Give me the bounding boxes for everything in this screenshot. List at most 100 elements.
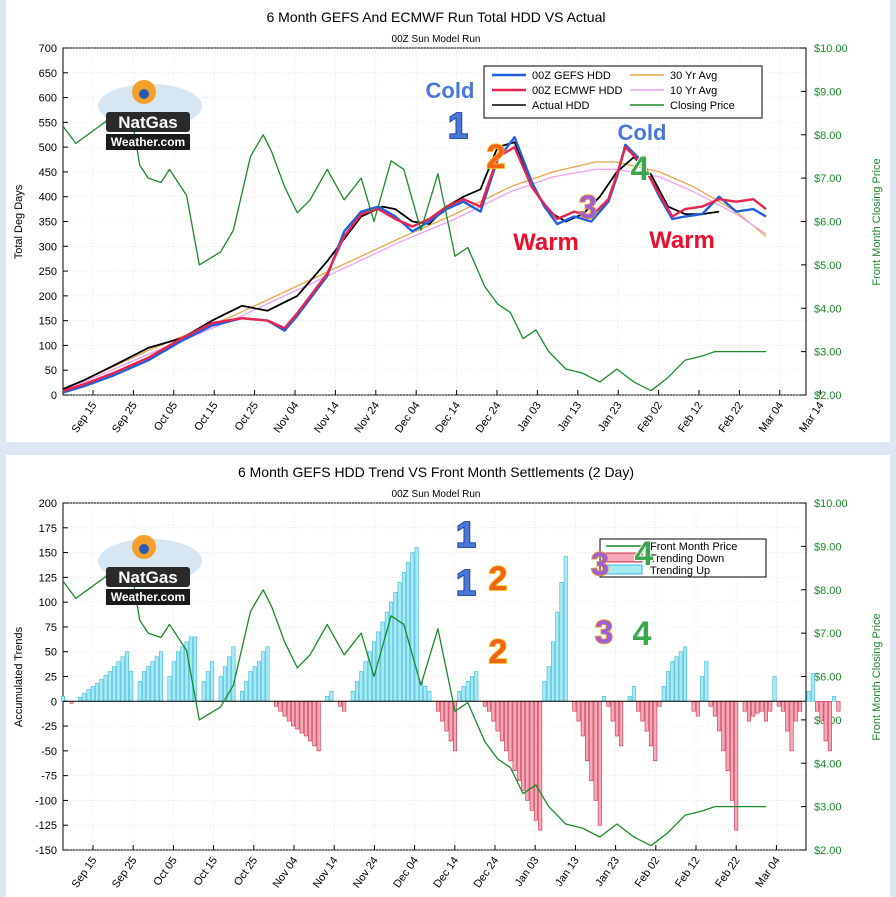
bar-trending-down	[312, 700, 317, 747]
bar-trending-up	[359, 671, 364, 702]
annotation-num4: 4	[635, 535, 654, 573]
y-tick-label: -100	[35, 795, 57, 807]
x-tick-label: Oct 05	[152, 400, 180, 433]
annotation-num4: 4	[633, 615, 652, 653]
x-tick-label: Jan 03	[513, 855, 542, 889]
bar-trending-down	[444, 700, 449, 732]
y-tick-label: 25	[45, 672, 57, 684]
series-price-line	[62, 86, 766, 392]
bar-trending-down	[487, 700, 492, 712]
x-tick-label: Nov 04	[271, 855, 301, 890]
bar-trending-down	[274, 700, 279, 707]
y-tick-label: 350	[39, 217, 57, 229]
bar-trending-up	[137, 681, 142, 702]
x-tick-label: Nov 04	[272, 400, 302, 435]
bar-trending-up	[423, 686, 428, 702]
bar-trending-up	[457, 691, 462, 702]
bar-trending-up	[261, 651, 266, 702]
x-tick-label: Jan 23	[596, 400, 625, 434]
bar-trending-down	[282, 700, 287, 717]
x-tick-label: Dec 14	[433, 400, 463, 435]
bar-trending-up	[252, 666, 257, 702]
legend-entry: Closing Price	[670, 100, 735, 112]
bar-trending-up	[666, 671, 671, 702]
bar-trending-down	[342, 700, 347, 712]
x-tick-label: Jan 13	[553, 855, 582, 889]
x-tick-label: Mar 04	[753, 855, 782, 890]
y2-tick-label: $7.00	[814, 628, 842, 640]
bar-trending-up	[129, 671, 134, 702]
y-axis-label: Accumulated Trends	[13, 626, 25, 727]
bar-trending-up	[222, 666, 227, 702]
x-tick-label: Jan 13	[555, 400, 584, 434]
bar-trending-down	[495, 700, 500, 732]
y2-tick-label: $6.00	[814, 672, 842, 684]
y2-tick-label: $9.00	[814, 86, 842, 98]
bar-trending-up	[380, 621, 385, 702]
y-tick-label: 150	[39, 316, 57, 328]
bar-trending-down	[636, 700, 641, 712]
bar-trending-down	[827, 700, 832, 752]
y2-tick-label: $4.00	[814, 758, 842, 770]
bar-trending-up	[248, 671, 253, 702]
x-tick-label: Feb 02	[633, 855, 662, 890]
bar-trending-down	[619, 700, 624, 747]
y-tick-label: 550	[39, 117, 57, 129]
bar-trending-up	[550, 641, 555, 702]
x-tick-label: Dec 24	[474, 400, 504, 435]
x-tick-label: Mar 04	[757, 400, 786, 435]
y-tick-label: 150	[39, 548, 57, 560]
bar-trending-down	[776, 700, 781, 707]
bar-trending-up	[154, 656, 159, 702]
bar-trending-up	[661, 686, 666, 702]
bar-trending-up	[150, 661, 155, 702]
bar-trending-up	[112, 666, 117, 702]
bar-trending-up	[397, 582, 402, 702]
bar-trending-down	[746, 700, 751, 722]
bar-trending-up	[354, 681, 359, 702]
bar-trending-up	[563, 556, 568, 702]
bar-trending-up	[414, 547, 419, 702]
bar-trending-up	[99, 679, 104, 702]
x-tick-label: Nov 24	[352, 400, 382, 435]
bar-trending-down	[291, 700, 296, 727]
bar-trending-down	[308, 700, 313, 742]
bar-trending-down	[648, 700, 653, 747]
chart-title: 6 Month GEFS HDD Trend VS Front Month Se…	[238, 464, 634, 480]
bar-trending-down	[815, 700, 820, 712]
logo-banner-top	[106, 112, 190, 132]
x-tick-label: Sep 15	[70, 400, 100, 435]
y-tick-label: 650	[39, 68, 57, 80]
x-tick-label: Sep 15	[70, 855, 100, 890]
y2-tick-label: $7.00	[814, 173, 842, 185]
x-tick-label: Oct 25	[232, 855, 260, 888]
bar-trending-down	[712, 700, 717, 717]
bar-trending-up	[832, 696, 837, 702]
x-tick-label: Dec 14	[431, 855, 461, 890]
bar-trending-up	[167, 676, 172, 702]
y2-tick-label: $9.00	[814, 541, 842, 553]
bar-trending-down	[768, 700, 773, 712]
bar-trending-down	[721, 700, 726, 752]
bar-trending-up	[401, 572, 406, 702]
x-tick-label: Sep 25	[110, 855, 140, 890]
y-tick-label: 100	[39, 340, 57, 352]
y2-tick-label: $4.00	[814, 303, 842, 315]
logo-text: NatGas	[118, 113, 178, 132]
natgas-logo: NatGas Weather.com	[98, 80, 202, 150]
bar-trending-up	[120, 656, 125, 702]
bar-trending-up	[60, 696, 66, 702]
bar-trending-up	[103, 675, 108, 702]
hdd-chart: 6 Month GEFS And ECMWF Run Total HDD VS …	[13, 9, 883, 435]
bar-trending-up	[470, 676, 475, 702]
logo-text: Weather.com	[111, 135, 185, 149]
y-tick-label: -25	[41, 721, 57, 733]
x-tick-label: Feb 12	[673, 855, 702, 890]
chart-title: 6 Month GEFS And ECMWF Run Total HDD VS …	[267, 9, 606, 25]
bar-trending-down	[521, 700, 526, 791]
logo-flame-icon	[139, 89, 149, 99]
bar-trending-down	[576, 700, 581, 722]
x-tick-label: Feb 22	[713, 855, 742, 890]
bar-trending-down	[793, 700, 798, 722]
bar-trending-down	[440, 700, 445, 722]
